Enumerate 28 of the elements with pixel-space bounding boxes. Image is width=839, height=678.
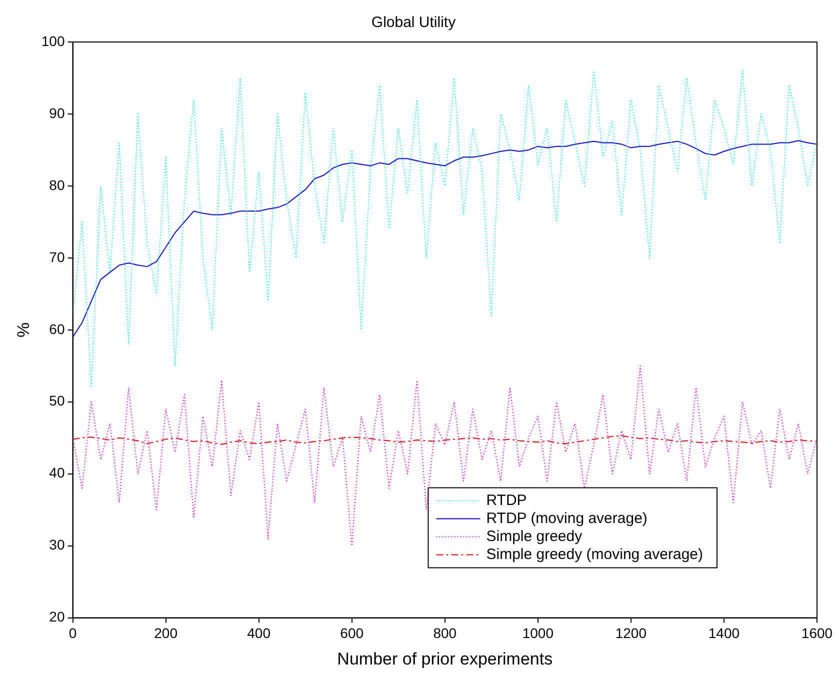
- x-tick-label: 0: [68, 625, 77, 642]
- x-tick-label: 600: [340, 625, 364, 642]
- y-tick-label: 50: [49, 392, 65, 409]
- x-tick-label: 400: [247, 625, 271, 642]
- y-tick-label: 90: [49, 104, 65, 121]
- x-tick-label: 1400: [708, 625, 740, 642]
- y-tick-label: 70: [49, 248, 65, 265]
- x-tick-label: 1600: [801, 625, 833, 642]
- y-tick-label: 60: [49, 320, 65, 337]
- legend-label: RTDP (moving average): [486, 510, 648, 527]
- x-axis-title: Number of prior experiments: [337, 649, 553, 668]
- y-tick-label: 40: [49, 464, 65, 481]
- y-tick-label: 30: [49, 536, 65, 553]
- line-series: [72, 365, 817, 546]
- x-tick-label: 800: [433, 625, 457, 642]
- legend-label: Simple greedy: [486, 528, 583, 545]
- legend-label: Simple greedy (moving average): [486, 546, 704, 563]
- chart-title: Global Utility: [371, 14, 456, 32]
- y-tick-label: 20: [49, 608, 65, 625]
- y-axis-title: %: [14, 322, 33, 338]
- x-tick-label: 1000: [522, 625, 554, 642]
- line-series: [72, 435, 817, 445]
- y-tick-label: 80: [49, 176, 65, 193]
- x-tick-label: 1200: [615, 625, 647, 642]
- legend-label: RTDP: [486, 492, 527, 509]
- x-tick-label: 200: [154, 625, 178, 642]
- y-tick-label: 100: [41, 32, 65, 49]
- line-series: [72, 70, 817, 388]
